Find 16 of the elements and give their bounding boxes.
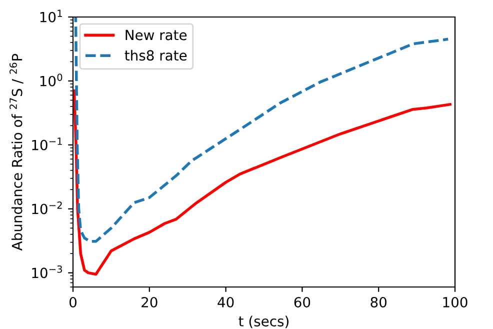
y-tick-label: 10$^{−3}$ [32, 265, 62, 278]
y-tick-label: 10$^{−2}$ [32, 201, 62, 214]
x-axis-title: t (secs) [238, 316, 288, 328]
x-tick-label: 100 [443, 296, 468, 308]
y-tick-label: 10$^{1}$ [40, 10, 62, 22]
x-tick-label: 20 [142, 296, 158, 308]
line-series [74, 17, 450, 243]
y-tick-label: 10$^{−1}$ [32, 138, 62, 150]
x-tick-label: 0 [69, 296, 76, 308]
x-tick-label: 80 [370, 296, 387, 308]
y-axis-title: Abundance Ratio of $^{27}$S / $^{26}$P [10, 54, 24, 251]
x-tick-label: 60 [294, 296, 310, 308]
legend-label: ths8 rate [124, 50, 187, 61]
legend-label: New rate [126, 30, 187, 40]
y-tick-label: 10$^{0}$ [40, 74, 62, 86]
x-tick-label: 40 [218, 296, 234, 308]
